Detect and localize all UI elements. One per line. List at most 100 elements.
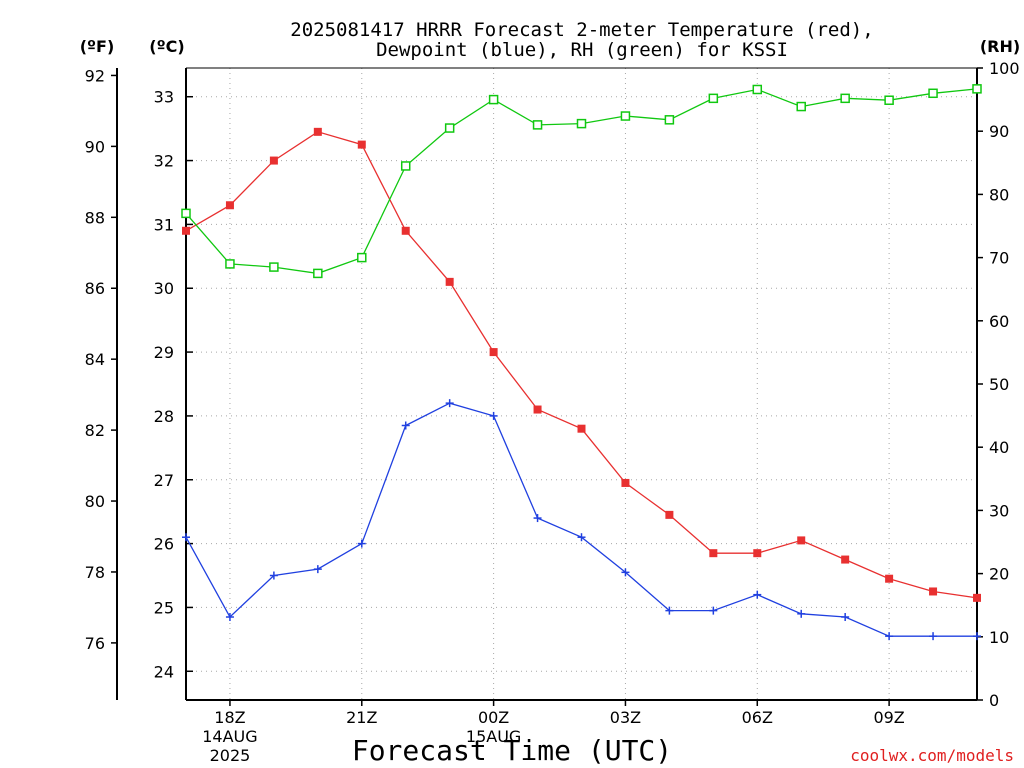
fahrenheit-tick-label: 80 bbox=[85, 492, 105, 511]
rh-unit-label: (RH) bbox=[980, 37, 1020, 56]
series-layer bbox=[181, 84, 982, 641]
dewpoint-point bbox=[929, 632, 938, 641]
x-axis-title: Forecast Time (UTC) bbox=[352, 734, 672, 767]
rh-point bbox=[181, 208, 191, 219]
dewpoint-point bbox=[973, 632, 981, 641]
dewpoint-point bbox=[357, 539, 366, 548]
temperature-point bbox=[885, 574, 894, 583]
temperature-point bbox=[665, 510, 674, 519]
credit-link[interactable]: coolwx.com/models bbox=[850, 746, 1014, 765]
dewpoint-point bbox=[621, 568, 630, 577]
x-date-label: 14AUG bbox=[202, 727, 257, 746]
temperature-point bbox=[401, 226, 410, 235]
celsius-tick-label: 25 bbox=[154, 598, 174, 617]
fahrenheit-tick-label: 78 bbox=[85, 563, 105, 582]
dewpoint-point bbox=[797, 609, 806, 618]
dewpoint-point bbox=[489, 411, 498, 420]
x-tick-label: 21Z bbox=[346, 708, 377, 727]
dewpoint-point bbox=[665, 606, 674, 615]
rh-point bbox=[576, 118, 587, 129]
dewpoint-point bbox=[533, 514, 542, 523]
dewpoint-point bbox=[269, 571, 278, 580]
temperature-point bbox=[357, 140, 366, 149]
rh-tick-label: 40 bbox=[989, 438, 1009, 457]
dewpoint-point bbox=[885, 632, 894, 641]
x-tick-label: 03Z bbox=[610, 708, 641, 727]
temperature-point bbox=[841, 555, 850, 564]
rh-point bbox=[928, 88, 938, 99]
fahrenheit-tick-label: 76 bbox=[85, 634, 105, 653]
rh-point bbox=[225, 259, 235, 269]
chart-title-line1: 2025081417 HRRR Forecast 2-meter Tempera… bbox=[290, 19, 873, 41]
dewpoint-point bbox=[709, 606, 718, 615]
x-tick-label: 06Z bbox=[742, 708, 773, 727]
fahrenheit-tick-label: 84 bbox=[85, 350, 105, 369]
rh-point bbox=[708, 93, 719, 104]
temperature-point bbox=[533, 405, 542, 414]
temperature-point bbox=[489, 348, 498, 357]
rh-tick-label: 20 bbox=[989, 565, 1009, 584]
temperature-point bbox=[709, 549, 718, 558]
rh-tick-label: 0 bbox=[989, 691, 999, 710]
dewpoint-point bbox=[753, 590, 762, 599]
temperature-point bbox=[445, 277, 454, 286]
dewpoint-point bbox=[401, 421, 410, 430]
rh-tick-label: 100 bbox=[989, 59, 1020, 78]
rh-point bbox=[620, 111, 631, 121]
tick-labels-layer: 24 25 26 27 28 29 30 31 32 33 76 78 80 82 84 86 88 90 92 0 1… bbox=[85, 59, 1020, 765]
rh-line bbox=[185, 88, 978, 275]
x-tick-label: 09Z bbox=[873, 708, 904, 727]
temperature-line bbox=[185, 131, 978, 599]
celsius-tick-label: 31 bbox=[154, 215, 174, 234]
celsius-tick-label: 30 bbox=[154, 279, 174, 298]
rh-point bbox=[400, 161, 411, 171]
temperature-point bbox=[225, 201, 234, 210]
rh-tick-label: 50 bbox=[989, 375, 1009, 394]
fahrenheit-tick-label: 90 bbox=[85, 137, 105, 156]
fahrenheit-tick-label: 82 bbox=[85, 421, 105, 440]
celsius-tick-label: 32 bbox=[154, 152, 174, 171]
celsius-unit-label: (ºC) bbox=[149, 37, 184, 56]
axes-layer bbox=[111, 67, 983, 706]
rh-tick-label: 90 bbox=[989, 122, 1009, 141]
fahrenheit-tick-label: 86 bbox=[85, 279, 105, 298]
fahrenheit-tick-label: 92 bbox=[85, 66, 105, 85]
rh-point bbox=[313, 268, 323, 279]
celsius-tick-label: 28 bbox=[154, 407, 174, 426]
rh-tick-label: 10 bbox=[989, 628, 1009, 647]
rh-point bbox=[752, 84, 763, 95]
celsius-tick-label: 27 bbox=[154, 471, 174, 490]
temperature-point bbox=[269, 156, 278, 165]
dewpoint-point bbox=[313, 565, 322, 574]
temperature-point bbox=[313, 127, 322, 136]
fahrenheit-unit-label: (ºF) bbox=[80, 37, 115, 56]
temperature-point bbox=[577, 424, 586, 433]
rh-point bbox=[488, 94, 499, 105]
chart-title-line2: Dewpoint (blue), RH (green) for KSSI bbox=[376, 39, 788, 61]
rh-tick-label: 80 bbox=[989, 185, 1009, 204]
temperature-point bbox=[753, 549, 762, 558]
dewpoint-point bbox=[182, 533, 190, 542]
rh-point bbox=[972, 84, 982, 94]
temperature-point bbox=[797, 536, 806, 545]
rh-point bbox=[664, 115, 675, 125]
dewpoint-point bbox=[225, 613, 234, 622]
x-tick-label: 18Z bbox=[214, 708, 245, 727]
temperature-point bbox=[182, 226, 190, 235]
temperature-point bbox=[973, 593, 981, 602]
celsius-tick-label: 33 bbox=[154, 88, 174, 107]
x-date-label: 2025 bbox=[210, 746, 251, 765]
dewpoint-point bbox=[577, 533, 586, 542]
celsius-tick-label: 26 bbox=[154, 535, 174, 554]
rh-tick-label: 30 bbox=[989, 501, 1009, 520]
rh-point bbox=[444, 123, 455, 133]
rh-point bbox=[840, 93, 850, 104]
rh-point bbox=[532, 120, 543, 130]
rh-tick-label: 60 bbox=[989, 312, 1009, 331]
rh-point bbox=[796, 101, 806, 112]
rh-point bbox=[357, 252, 367, 263]
x-tick-label: 00Z bbox=[478, 708, 509, 727]
celsius-tick-label: 29 bbox=[154, 343, 174, 362]
x-date-label: 15AUG bbox=[466, 727, 521, 746]
